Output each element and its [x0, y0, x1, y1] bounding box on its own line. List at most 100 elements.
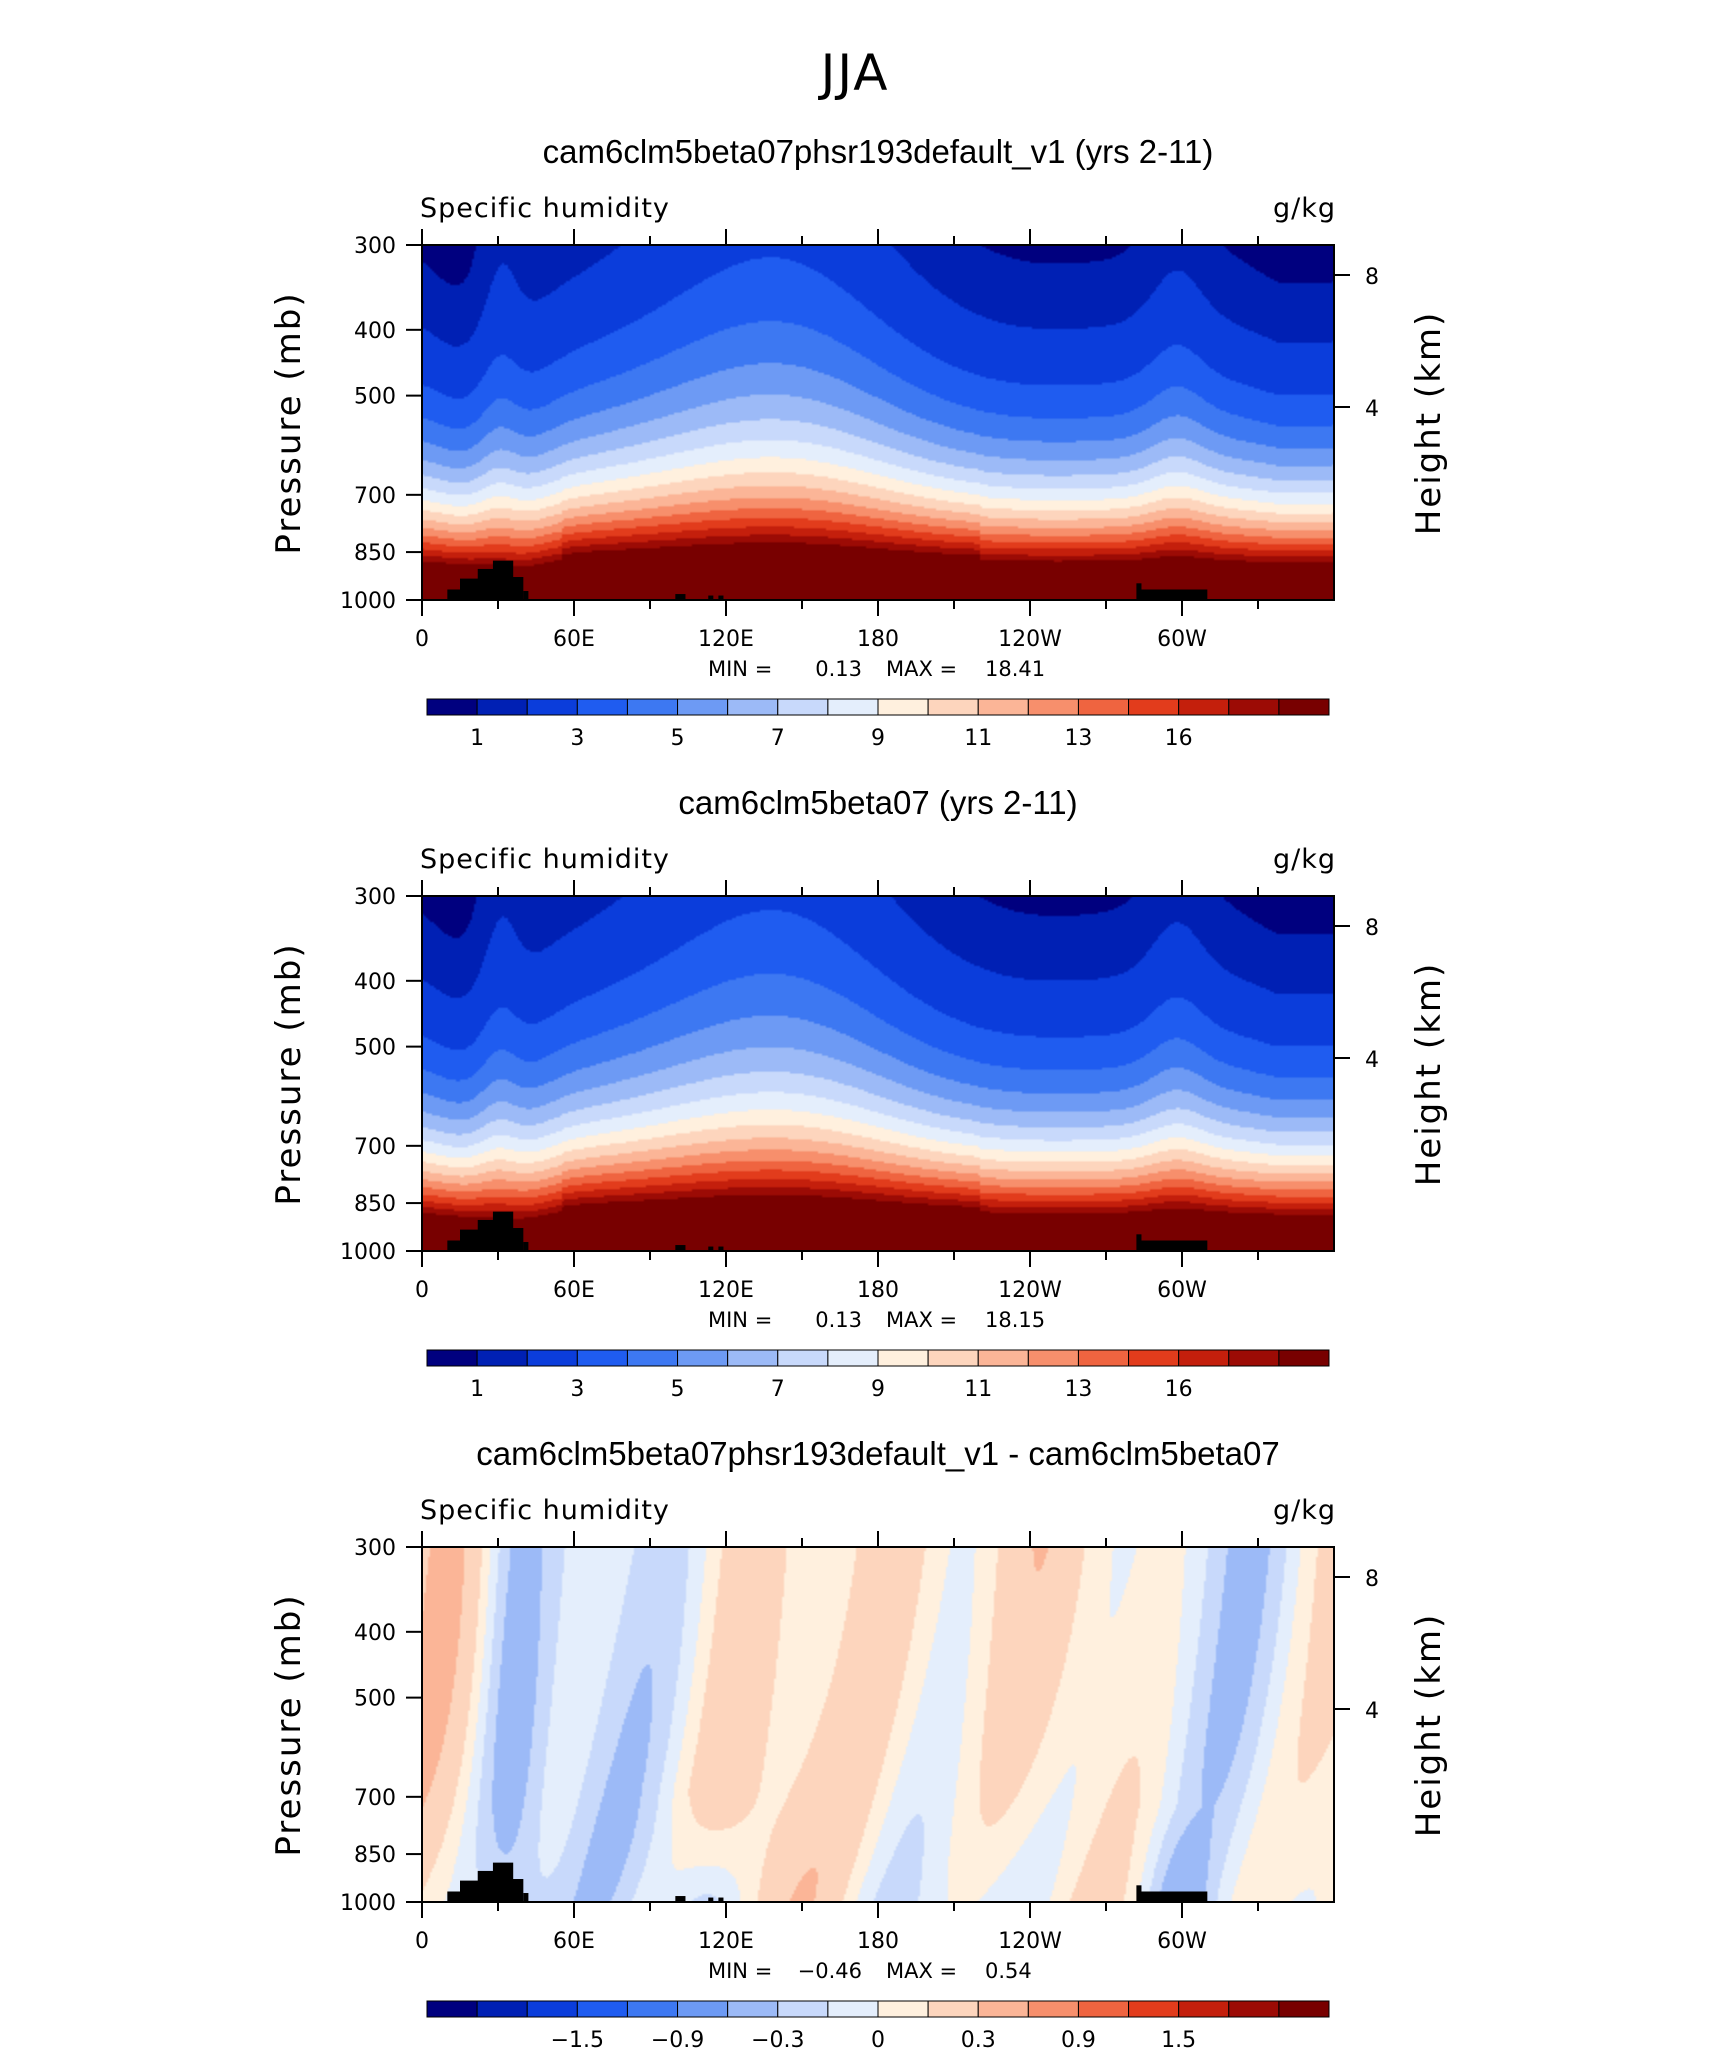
y-tick-label: 300: [354, 234, 396, 259]
max-label: MAX =: [886, 657, 957, 681]
y-tick-label: 400: [354, 1621, 396, 1646]
height-tick-label: 4: [1365, 1699, 1379, 1724]
terrain-mask: [523, 1242, 529, 1251]
y-tick-label: 850: [354, 541, 396, 566]
x-tick-label: 60E: [553, 627, 595, 652]
terrain-mask: [447, 589, 460, 600]
x-tick-label: 120E: [698, 1929, 754, 1954]
x-tick-label: 120E: [698, 1278, 754, 1303]
terrain-mask: [447, 1240, 460, 1251]
units-label: g/kg: [1273, 193, 1336, 224]
y-tick-label: 300: [354, 1536, 396, 1561]
max-value: 18.41: [985, 657, 1045, 681]
terrain-mask: [675, 1245, 686, 1251]
terrain-mask: [708, 1897, 714, 1902]
terrain-mask: [510, 577, 524, 600]
terrain-mask: [708, 595, 714, 600]
y-tick-label: 850: [354, 1843, 396, 1868]
variable-label: Specific humidity: [420, 844, 670, 875]
colorbar-label: 5: [671, 726, 685, 751]
y-axis-title-right: Height (km): [1409, 1613, 1449, 1838]
x-tick-label: 120W: [998, 1278, 1062, 1303]
colorbar-swatch: [1278, 2000, 1330, 2018]
contour-panel-2: cam6clm5beta07 (yrs 2-11) Specific humidi…: [269, 784, 1449, 1402]
max-label: MAX =: [886, 1959, 957, 1983]
contour-field: [422, 896, 1334, 1251]
x-tick-label: 120W: [998, 627, 1062, 652]
terrain-mask: [510, 1879, 524, 1902]
colorbar-label: −0.3: [751, 2028, 804, 2053]
terrain-mask: [675, 1896, 686, 1902]
colorbar-swatch: [677, 2000, 729, 2018]
terrain-mask: [523, 591, 529, 600]
y-tick-label: 700: [354, 1786, 396, 1811]
colorbar-swatch: [576, 2000, 628, 2018]
colorbar-label: 1: [470, 1377, 484, 1402]
panel-title: cam6clm5beta07 (yrs 2-11): [678, 784, 1077, 821]
y-tick-label: 400: [354, 319, 396, 344]
colorbar-swatch: [476, 2000, 528, 2018]
x-tick-label: 0: [415, 627, 429, 652]
x-tick-label: 60E: [553, 1278, 595, 1303]
min-label: MIN =: [708, 657, 772, 681]
variable-label: Specific humidity: [420, 1495, 670, 1526]
colorbar-swatch: [1228, 2000, 1280, 2018]
max-label: MAX =: [886, 1308, 957, 1332]
colorbar-swatch: [727, 2000, 779, 2018]
y-axis-title: Pressure (mb): [269, 942, 309, 1205]
colorbar-swatch: [827, 2000, 879, 2018]
colorbar-label: 0: [871, 2028, 885, 2053]
y-tick-label: 850: [354, 1192, 396, 1217]
colorbar-swatch: [1077, 2000, 1130, 2018]
max-value: 0.54: [985, 1959, 1032, 1983]
colorbar-swatch: [1278, 698, 1330, 716]
colorbar-swatch: [927, 2000, 979, 2018]
units-label: g/kg: [1273, 844, 1336, 875]
colorbar-swatch: [1128, 2000, 1180, 2018]
colorbar-swatch: [977, 2000, 1029, 2018]
y-tick-label: 1000: [340, 1240, 396, 1265]
colorbar-label: 16: [1165, 726, 1193, 751]
height-tick-label: 4: [1365, 1048, 1379, 1073]
colorbar-swatch: [526, 2000, 578, 2018]
terrain-mask: [708, 1246, 714, 1251]
x-tick-label: 120W: [998, 1929, 1062, 1954]
colorbar-label: 1: [470, 726, 484, 751]
colorbar-swatch: [626, 2000, 679, 2018]
colorbar-label: 13: [1064, 1377, 1092, 1402]
variable-label: Specific humidity: [420, 193, 670, 224]
panel-title: cam6clm5beta07phsr193default_v1 (yrs 2-1…: [543, 133, 1214, 170]
x-tick-label: 180: [857, 1929, 899, 1954]
colorbar-label: 11: [964, 726, 992, 751]
terrain-mask: [675, 594, 686, 600]
x-tick-label: 60W: [1157, 627, 1207, 652]
colorbar-label: 3: [570, 726, 584, 751]
y-tick-label: 500: [354, 1036, 396, 1061]
contour-field: [422, 245, 1334, 600]
height-tick-label: 8: [1365, 1567, 1379, 1592]
x-tick-label: 60E: [553, 1929, 595, 1954]
y-axis-title: Pressure (mb): [269, 1593, 309, 1856]
colorbar-swatch: [1278, 1349, 1330, 1367]
panel-title: cam6clm5beta07phsr193default_v1 - cam6cl…: [476, 1435, 1279, 1472]
x-tick-label: 60W: [1157, 1929, 1207, 1954]
terrain-mask: [718, 1246, 724, 1251]
colorbar-label: 0.3: [961, 2028, 996, 2053]
y-tick-label: 700: [354, 1135, 396, 1160]
x-tick-label: 180: [857, 1278, 899, 1303]
y-tick-label: 300: [354, 885, 396, 910]
y-axis-title-right: Height (km): [1409, 311, 1449, 536]
y-tick-label: 1000: [340, 589, 396, 614]
min-label: MIN =: [708, 1308, 772, 1332]
colorbar-label: 9: [871, 1377, 885, 1402]
terrain-mask: [492, 1862, 514, 1902]
contour-panel-3: cam6clm5beta07phsr193default_v1 - cam6cl…: [269, 1435, 1449, 2053]
colorbar-label: 11: [964, 1377, 992, 1402]
y-tick-label: 700: [354, 484, 396, 509]
y-axis-title: Pressure (mb): [269, 291, 309, 554]
colorbar-label: 16: [1165, 1377, 1193, 1402]
terrain-mask: [510, 1228, 524, 1251]
colorbar-swatch: [426, 2000, 478, 2018]
y-tick-label: 500: [354, 385, 396, 410]
y-tick-label: 400: [354, 970, 396, 995]
